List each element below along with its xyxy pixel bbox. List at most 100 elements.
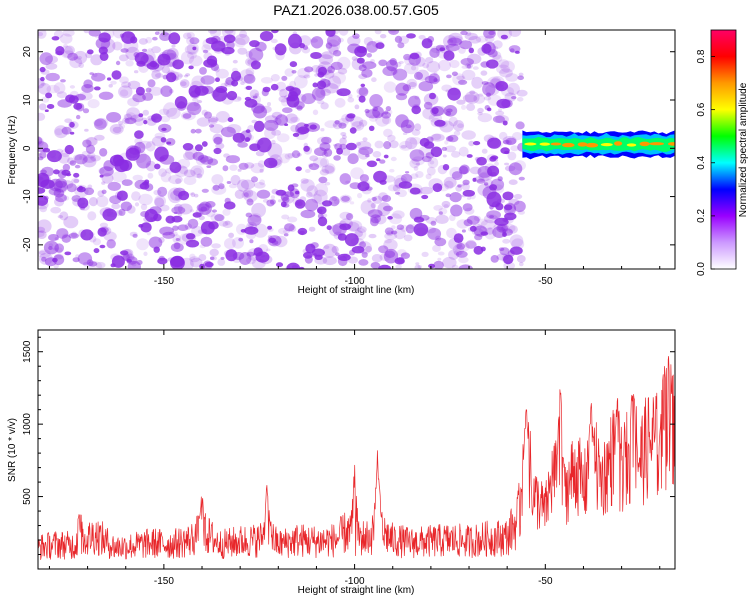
noise-speckle [395, 61, 402, 68]
noise-speckle [98, 32, 111, 43]
noise-speckle [415, 162, 421, 166]
noise-speckle [414, 264, 421, 269]
noise-speckle [347, 221, 360, 232]
noise-speckle [296, 105, 303, 111]
noise-speckle [222, 165, 229, 172]
noise-speckle [38, 252, 53, 265]
noise-speckle [109, 195, 122, 205]
noise-speckle [337, 67, 348, 75]
noise-speckle [152, 36, 158, 41]
noise-speckle [61, 234, 71, 243]
noise-speckle [59, 211, 69, 221]
noise-speckle [48, 234, 59, 241]
noise-speckle [173, 211, 178, 214]
noise-speckle [188, 65, 194, 70]
noise-speckle [398, 181, 413, 189]
noise-speckle [239, 69, 255, 84]
noise-speckle [220, 126, 236, 138]
noise-speckle [234, 189, 245, 199]
noise-speckle [389, 30, 397, 33]
noise-speckle [398, 60, 404, 64]
noise-speckle [279, 88, 288, 98]
noise-speckle [482, 186, 497, 200]
noise-speckle [99, 222, 108, 228]
noise-speckle [198, 215, 205, 221]
noise-speckle [269, 199, 276, 205]
noise-speckle [386, 59, 398, 72]
noise-speckle [305, 169, 311, 173]
noise-speckle [95, 261, 106, 269]
noise-speckle [326, 34, 342, 47]
noise-speckle [409, 137, 422, 145]
noise-speckle [356, 125, 362, 129]
noise-speckle [487, 165, 500, 177]
noise-speckle [109, 124, 124, 135]
noise-speckle [358, 259, 369, 266]
noise-speckle [473, 93, 486, 104]
noise-speckle [397, 189, 407, 198]
noise-speckle [365, 186, 373, 191]
noise-speckle [184, 223, 192, 230]
noise-speckle [128, 145, 142, 155]
noise-speckle [435, 235, 442, 241]
noise-speckle [78, 185, 84, 191]
noise-speckle [177, 158, 191, 169]
noise-speckle [259, 30, 274, 42]
noise-speckle [181, 232, 197, 243]
noise-speckle [340, 132, 347, 136]
noise-speckle [154, 195, 167, 207]
noise-speckle [149, 206, 162, 215]
noise-speckle [39, 66, 46, 73]
noise-speckle [484, 105, 490, 111]
noise-speckle [322, 243, 337, 258]
noise-speckle [492, 51, 502, 60]
noise-speckle [339, 211, 352, 220]
noise-speckle [192, 97, 199, 102]
noise-speckle [53, 30, 64, 39]
noise-speckle [270, 38, 278, 44]
noise-speckle [375, 112, 390, 127]
noise-speckle [214, 214, 225, 222]
noise-speckle [174, 165, 188, 177]
noise-speckle [251, 176, 258, 183]
noise-speckle [449, 214, 456, 222]
noise-speckle [318, 54, 334, 65]
noise-speckle [392, 184, 401, 192]
noise-speckle [57, 169, 67, 179]
noise-speckle [303, 145, 310, 152]
noise-speckle [196, 173, 203, 179]
noise-speckle [475, 156, 482, 163]
noise-speckle [337, 37, 344, 43]
noise-speckle [486, 92, 491, 98]
noise-speckle [321, 165, 335, 174]
noise-speckle [425, 57, 434, 64]
noise-speckle [315, 65, 327, 78]
noise-speckle [283, 233, 289, 237]
noise-speckle [295, 122, 308, 135]
noise-speckle [480, 219, 496, 230]
noise-speckle [109, 154, 125, 167]
noise-speckle [39, 52, 53, 65]
noise-speckle [228, 183, 238, 189]
noise-speckle [38, 156, 44, 161]
noise-speckle [52, 257, 58, 263]
noise-speckle [415, 227, 427, 236]
noise-speckle [201, 141, 208, 147]
noise-speckle [477, 183, 492, 196]
noise-speckle [434, 119, 446, 127]
noise-speckle [46, 104, 55, 109]
noise-speckle [158, 51, 170, 63]
noise-speckle [354, 104, 360, 110]
noise-speckle [458, 256, 469, 264]
noise-speckle [499, 247, 510, 256]
noise-speckle [289, 80, 297, 88]
signal-hotspot [550, 142, 562, 146]
noise-speckle [53, 263, 59, 269]
noise-speckle [478, 171, 493, 181]
noise-speckle [182, 143, 194, 151]
noise-speckle [462, 94, 478, 103]
noise-speckle [368, 114, 378, 122]
noise-speckle [432, 105, 447, 116]
noise-speckle [491, 184, 505, 194]
noise-speckle [383, 205, 393, 212]
